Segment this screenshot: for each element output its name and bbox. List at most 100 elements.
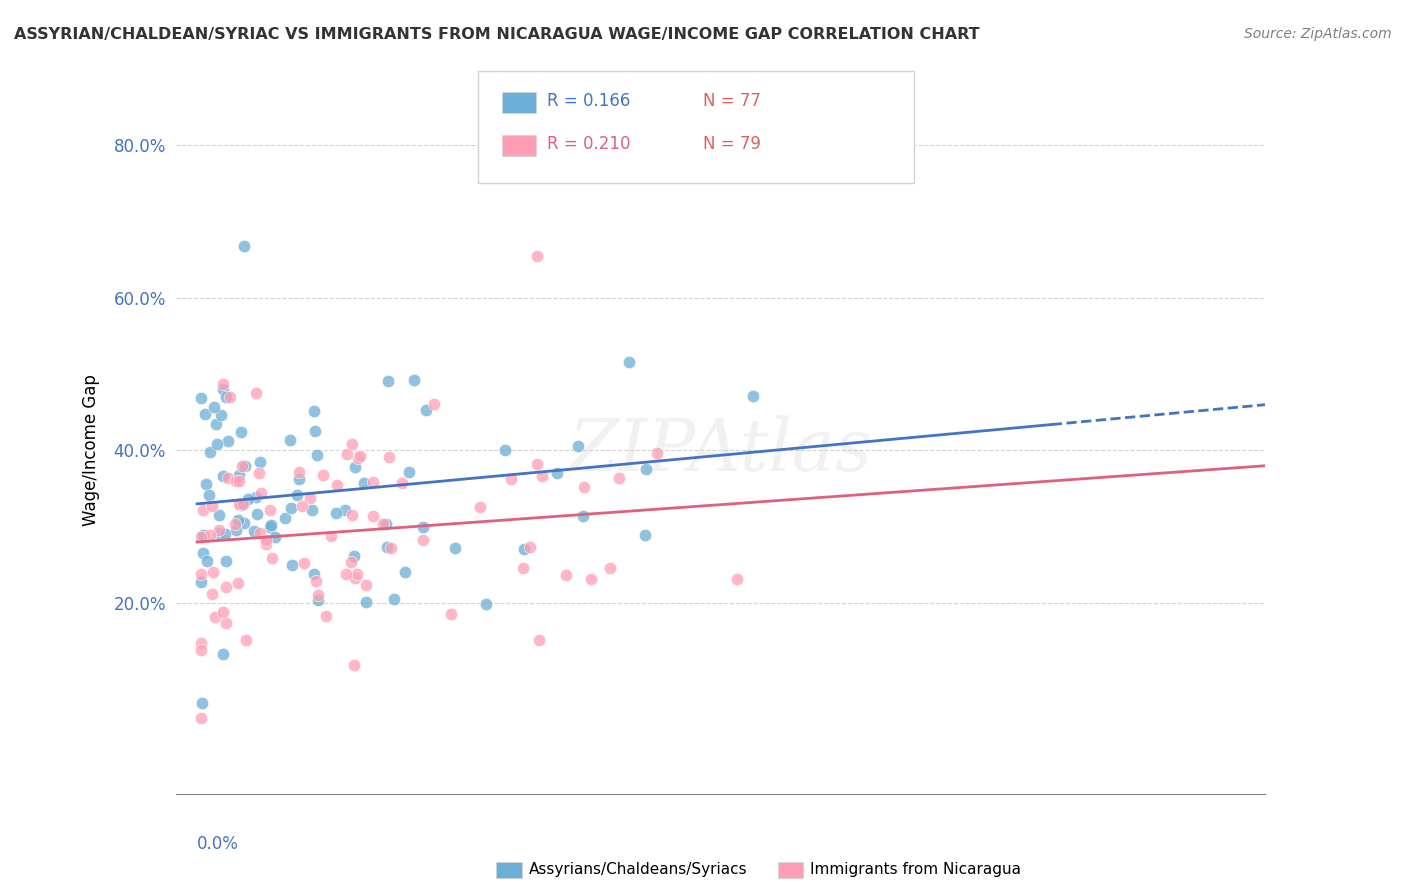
Point: [513, 542, 536, 557]
Point: [382, 591, 405, 606]
Text: Immigrants from Nicaragua: Immigrants from Nicaragua: [810, 863, 1021, 877]
Point: [312, 467, 335, 482]
Point: [440, 607, 463, 621]
Point: [190, 567, 212, 582]
Point: [725, 572, 748, 586]
Point: [259, 520, 281, 534]
Point: [339, 555, 361, 569]
Point: [214, 527, 236, 541]
Point: [205, 437, 228, 451]
Point: [247, 466, 270, 480]
Point: [343, 549, 366, 563]
Point: [278, 433, 301, 447]
Point: [529, 632, 551, 647]
Point: [228, 467, 250, 482]
Point: [567, 439, 589, 453]
Point: [335, 566, 357, 581]
Point: [249, 526, 271, 541]
Point: [259, 503, 281, 517]
Point: [232, 516, 254, 530]
Point: [224, 517, 246, 532]
Point: [218, 390, 240, 404]
Point: [499, 472, 522, 486]
Point: [212, 605, 235, 619]
Point: [254, 537, 277, 551]
Point: [246, 507, 269, 521]
Point: [468, 500, 491, 514]
Point: [378, 450, 401, 465]
Point: [325, 477, 347, 491]
Point: [519, 540, 541, 554]
Point: [444, 541, 467, 556]
Point: [415, 403, 437, 417]
Point: [260, 551, 283, 566]
Point: [346, 566, 368, 581]
Text: R = 0.166: R = 0.166: [547, 92, 630, 110]
Point: [380, 541, 402, 555]
Point: [287, 488, 309, 502]
Point: [305, 449, 328, 463]
Point: [194, 408, 217, 422]
Point: [340, 508, 363, 523]
Point: [373, 516, 395, 531]
Point: [475, 597, 498, 611]
Point: [319, 529, 342, 543]
Point: [391, 475, 413, 490]
Text: N = 77: N = 77: [703, 92, 761, 110]
Point: [398, 465, 420, 479]
Point: [202, 400, 225, 414]
Text: 0.0%: 0.0%: [197, 835, 239, 853]
Point: [375, 517, 398, 532]
Point: [294, 557, 316, 571]
Point: [254, 533, 277, 548]
Point: [201, 587, 224, 601]
Point: [225, 475, 247, 489]
Point: [224, 523, 246, 537]
Point: [512, 560, 534, 574]
Point: [347, 451, 370, 466]
Point: [531, 469, 554, 483]
Point: [349, 449, 371, 463]
Point: [526, 249, 548, 263]
Point: [333, 503, 356, 517]
Point: [599, 561, 621, 575]
Point: [377, 374, 399, 388]
Point: [305, 574, 328, 588]
Point: [302, 403, 325, 417]
Point: [235, 633, 257, 648]
Point: [205, 417, 228, 431]
Point: [233, 458, 256, 473]
Text: Assyrians/Chaldeans/Syriacs: Assyrians/Chaldeans/Syriacs: [529, 863, 747, 877]
Point: [572, 509, 595, 524]
Point: [190, 636, 212, 650]
Point: [290, 500, 312, 514]
Point: [375, 541, 398, 555]
Point: [193, 502, 215, 516]
Text: ZIPAtlas: ZIPAtlas: [568, 415, 873, 486]
Point: [274, 511, 297, 525]
Point: [198, 488, 221, 502]
Point: [636, 462, 658, 476]
Point: [634, 528, 657, 542]
Point: [209, 408, 232, 422]
Point: [298, 491, 321, 506]
Point: [412, 533, 434, 547]
Point: [423, 397, 446, 411]
Point: [546, 466, 568, 480]
Point: [741, 389, 763, 403]
Point: [304, 424, 326, 438]
Point: [232, 239, 254, 253]
Point: [190, 574, 212, 589]
Point: [353, 476, 375, 491]
Point: [336, 447, 359, 461]
Point: [287, 472, 309, 486]
Point: [619, 355, 641, 369]
Point: [212, 647, 235, 661]
Point: [208, 508, 231, 523]
Point: [607, 471, 630, 485]
Point: [307, 592, 329, 607]
Point: [402, 373, 425, 387]
Point: [354, 595, 377, 609]
Point: [232, 497, 254, 511]
Point: [250, 486, 273, 500]
